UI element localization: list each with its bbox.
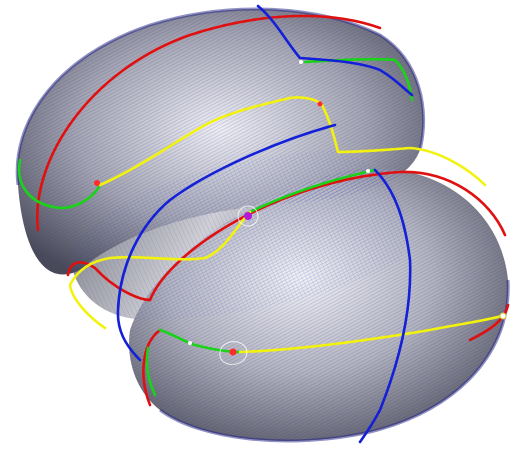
marker-point [244, 212, 252, 220]
surface-body [15, 7, 510, 443]
marker-point [94, 180, 100, 186]
marker-point [317, 101, 323, 107]
marker-point [188, 341, 192, 345]
marker-point [299, 60, 303, 64]
curve-green [17, 57, 414, 397]
marker-point [229, 348, 237, 356]
singular-points [94, 60, 507, 365]
curve-blue [116, 4, 414, 444]
curve-yellow [68, 96, 507, 354]
marker-point [499, 312, 507, 320]
marker-point [366, 169, 370, 173]
